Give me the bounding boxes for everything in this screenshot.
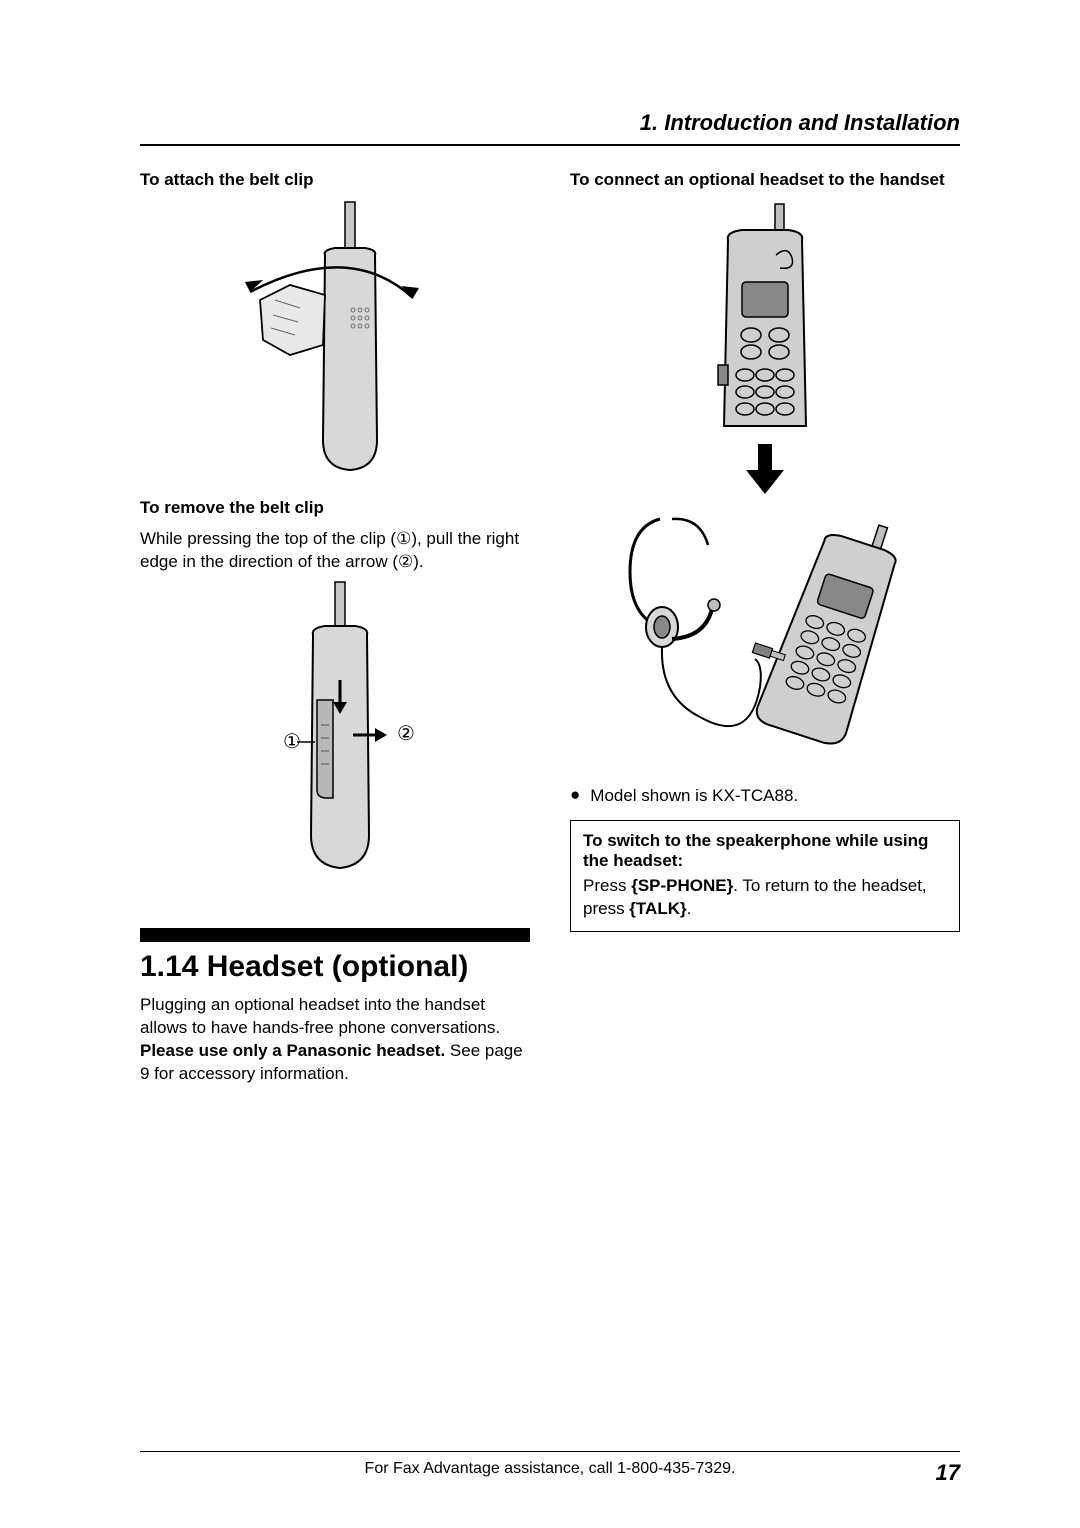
brace-close-2: }: [680, 899, 687, 918]
handset-top-illustration: [680, 200, 850, 430]
box-heading: To switch to the speakerphone while usin…: [583, 831, 947, 871]
down-arrow-icon: [740, 442, 790, 497]
belt-clip-attach-illustration: [205, 200, 465, 480]
circled-1-inline: ①: [396, 529, 411, 548]
talk-key: TALK: [636, 899, 680, 918]
remove-clip-paragraph: While pressing the top of the clip (①), …: [140, 528, 530, 574]
svg-text:②: ②: [397, 723, 415, 745]
belt-clip-remove-illustration: ① ②: [205, 580, 465, 880]
remove-text-frag1: While pressing the top of the clip (: [140, 529, 396, 548]
footer-text: For Fax Advantage assistance, call 1-800…: [140, 1460, 960, 1478]
page-footer: For Fax Advantage assistance, call 1-800…: [140, 1451, 960, 1478]
two-column-layout: To attach the belt clip: [140, 170, 960, 1086]
remove-clip-heading: To remove the belt clip: [140, 498, 530, 518]
section-bar: [140, 928, 530, 942]
model-note-text: Model shown is KX-TCA88.: [590, 785, 798, 808]
brace-open-1: {: [631, 876, 638, 895]
section-body-frag1: Plugging an optional headset into the ha…: [140, 995, 500, 1037]
attach-clip-heading: To attach the belt clip: [140, 170, 530, 190]
page-container: 1. Introduction and Installation To atta…: [0, 0, 1080, 1528]
brace-open-2: {: [629, 899, 636, 918]
headset-connect-illustration: [600, 497, 930, 767]
sp-phone-key: SP-PHONE: [638, 876, 727, 895]
model-note-line: ● Model shown is KX-TCA88.: [570, 785, 960, 808]
box-body: Press {SP-PHONE}. To return to the heads…: [583, 875, 947, 921]
page-number: 17: [936, 1460, 960, 1486]
speakerphone-switch-box: To switch to the speakerphone while usin…: [570, 820, 960, 932]
left-column: To attach the belt clip: [140, 170, 530, 1086]
section-body-bold: Please use only a Panasonic headset.: [140, 1041, 445, 1060]
remove-text-frag3: ).: [413, 552, 423, 571]
right-column: To connect an optional headset to the ha…: [570, 170, 960, 1086]
box-text-1: Press: [583, 876, 631, 895]
connect-headset-heading: To connect an optional headset to the ha…: [570, 170, 960, 190]
section-1-14-title: 1.14 Headset (optional): [140, 950, 530, 984]
section-1-14-body: Plugging an optional headset into the ha…: [140, 994, 530, 1086]
box-text-3: .: [687, 899, 692, 918]
bullet-icon: ●: [570, 785, 580, 808]
chapter-header: 1. Introduction and Installation: [140, 110, 960, 146]
circled-2-inline: ②: [398, 552, 413, 571]
